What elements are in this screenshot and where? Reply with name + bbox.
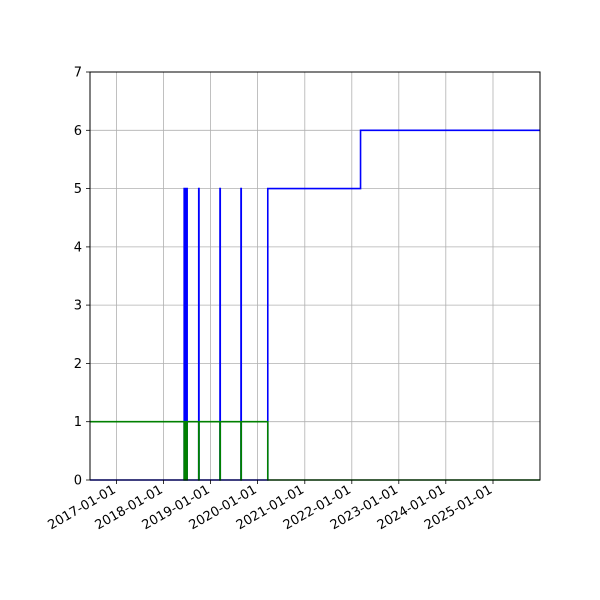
y-tick-label: 7 [74, 66, 82, 81]
y-tick-label: 2 [74, 357, 82, 372]
series-2-line [90, 420, 540, 481]
y-tick-label: 3 [74, 299, 82, 314]
y-tick-label: 6 [74, 124, 82, 139]
axes: 2017-01-012018-01-012019-01-012020-01-01… [46, 66, 495, 534]
grid-lines [90, 71, 540, 481]
plot-frame [89, 71, 541, 481]
y-tick-label: 5 [74, 182, 82, 197]
y-tick-label: 1 [74, 415, 82, 430]
y-tick-label: 0 [74, 474, 82, 489]
y-tick-label: 4 [74, 240, 82, 255]
